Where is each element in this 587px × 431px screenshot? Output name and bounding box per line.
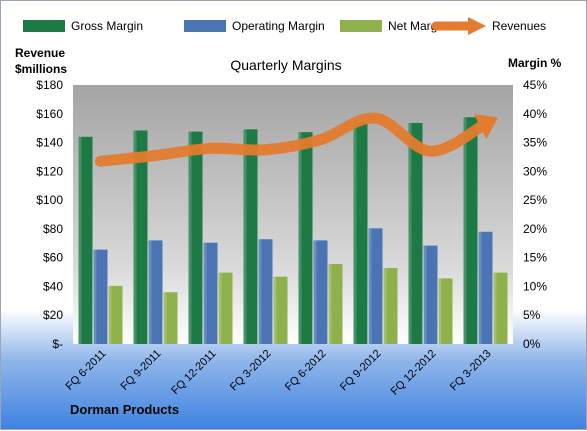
y-left-tick-label: $80 — [43, 222, 63, 236]
operating-margin-bar — [423, 245, 438, 344]
operating-margin-bar — [93, 249, 108, 344]
y-right-axis: 0% 5% 10% 15% 20% 25% 30% 35% 40% 45% — [523, 78, 547, 351]
company-label: Dorman Products — [70, 402, 179, 417]
operating-margin-bar — [258, 239, 273, 344]
gross-margin-bar — [243, 129, 258, 344]
net-margin-legend-label: Net Margin — [388, 19, 447, 33]
gross-margin-bar-highlight — [463, 117, 467, 344]
gross-margin-legend-label: Gross Margin — [71, 19, 143, 33]
y-right-tick-label: 5% — [523, 308, 541, 322]
operating-margin-bar — [313, 240, 328, 344]
net-margin-bar — [328, 263, 343, 344]
x-axis: FQ 6-2011 FQ 9-2011 FQ 12-2011 FQ 3-2012 FQ … — [64, 348, 494, 398]
x-tick-label: FQ 9-2012 — [338, 348, 384, 394]
operating-margin-bar-highlight — [368, 228, 372, 344]
y-left-label-line2: $millions — [15, 62, 67, 76]
gross-margin-bar — [353, 122, 368, 345]
operating-margin-bar-highlight — [148, 240, 152, 344]
y-left-tick-label: $180 — [36, 78, 63, 92]
legend: Gross Margin Operating Margin Net Margin Re… — [23, 17, 546, 35]
net-margin-bar — [108, 285, 123, 344]
y-left-tick-label: $20 — [43, 308, 63, 322]
bar-series — [78, 117, 508, 345]
net-margin-bar-highlight — [493, 272, 497, 344]
operating-margin-bar — [203, 242, 218, 344]
operating-margin-bar-highlight — [423, 245, 427, 344]
y-right-tick-label: 0% — [523, 337, 541, 351]
y-right-tick-label: 45% — [523, 78, 547, 92]
net-margin-bar-highlight — [328, 263, 332, 344]
gross-margin-bar-highlight — [353, 122, 357, 345]
operating-margin-bar — [368, 228, 383, 344]
y-right-tick-label: 30% — [523, 164, 547, 178]
operating-margin-bar — [478, 231, 493, 344]
y-right-tick-label: 15% — [523, 251, 547, 265]
operating-margin-bar-highlight — [93, 249, 97, 344]
operating-margin-bar-highlight — [258, 239, 262, 344]
net-margin-legend-swatch — [340, 20, 382, 32]
gross-margin-bar-highlight — [78, 136, 82, 344]
y-right-tick-label: 25% — [523, 193, 547, 207]
net-margin-bar-highlight — [218, 272, 222, 344]
chart-title: Quarterly Margins — [230, 57, 341, 73]
gross-margin-bar — [78, 136, 93, 344]
gross-margin-bar — [463, 117, 478, 344]
y-left-tick-label: $40 — [43, 279, 63, 293]
operating-margin-bar — [148, 240, 163, 344]
y-left-axis: $- $20 $40 $60 $80 $100 $120 $140 $160 $180 — [36, 78, 63, 351]
revenue-series — [95, 112, 499, 167]
y-right-tick-label: 35% — [523, 136, 547, 150]
net-margin-bar-highlight — [438, 278, 442, 344]
x-tick-label: FQ 3-2012 — [228, 348, 274, 394]
gross-margin-bar — [298, 132, 313, 344]
operating-margin-bar-highlight — [478, 231, 482, 344]
operating-margin-bar-highlight — [203, 242, 207, 344]
net-margin-bar-highlight — [383, 268, 387, 344]
y-left-label-line1: Revenue — [15, 46, 65, 60]
y-left-tick-label: $140 — [36, 136, 63, 150]
net-margin-bar — [273, 276, 288, 344]
gross-margin-bar-highlight — [408, 122, 412, 344]
gross-margin-bar-highlight — [188, 131, 192, 344]
net-margin-bar — [493, 272, 508, 344]
y-right-tick-label: 10% — [523, 279, 547, 293]
y-right-tick-label: 40% — [523, 107, 547, 121]
y-right-tick-label: 20% — [523, 222, 547, 236]
gross-margin-bar-highlight — [298, 132, 302, 344]
net-margin-bar-highlight — [108, 285, 112, 344]
net-margin-bar-highlight — [273, 276, 277, 344]
revenue-line — [95, 112, 491, 167]
gross-margin-bar — [133, 130, 148, 344]
revenues-legend-arrow — [468, 17, 486, 35]
revenue-arrowhead — [473, 113, 499, 140]
y-left-tick-label: $- — [52, 337, 63, 351]
gross-margin-bar — [408, 122, 423, 344]
x-tick-label: FQ 9-2011 — [119, 348, 164, 393]
y-left-tick-label: $120 — [36, 164, 63, 178]
y-left-tick-label: $100 — [36, 193, 63, 207]
x-tick-label: FQ 6-2012 — [283, 348, 329, 394]
operating-margin-bar-highlight — [313, 240, 317, 344]
gross-margin-bar-highlight — [243, 129, 247, 344]
net-margin-bar-highlight — [163, 292, 167, 344]
x-tick-label: FQ 12-2011 — [169, 348, 218, 397]
operating-margin-legend-swatch — [184, 20, 226, 32]
x-tick-label: FQ 3-2013 — [448, 348, 494, 394]
net-margin-bar — [383, 268, 398, 344]
net-margin-bar — [163, 292, 178, 344]
gross-margin-bar-highlight — [133, 130, 137, 344]
revenues-legend-label: Revenues — [492, 19, 546, 33]
gross-margin-legend-swatch — [23, 20, 65, 32]
x-tick-label: FQ 12-2012 — [389, 348, 439, 398]
net-margin-bar — [438, 278, 453, 344]
x-tick-label: FQ 6-2011 — [64, 348, 109, 393]
y-left-tick-label: $160 — [36, 107, 63, 121]
gross-margin-bar — [188, 131, 203, 344]
y-right-label: Margin % — [508, 56, 562, 70]
operating-margin-legend-label: Operating Margin — [232, 19, 325, 33]
y-left-tick-label: $60 — [43, 251, 63, 265]
net-margin-bar — [218, 272, 233, 344]
